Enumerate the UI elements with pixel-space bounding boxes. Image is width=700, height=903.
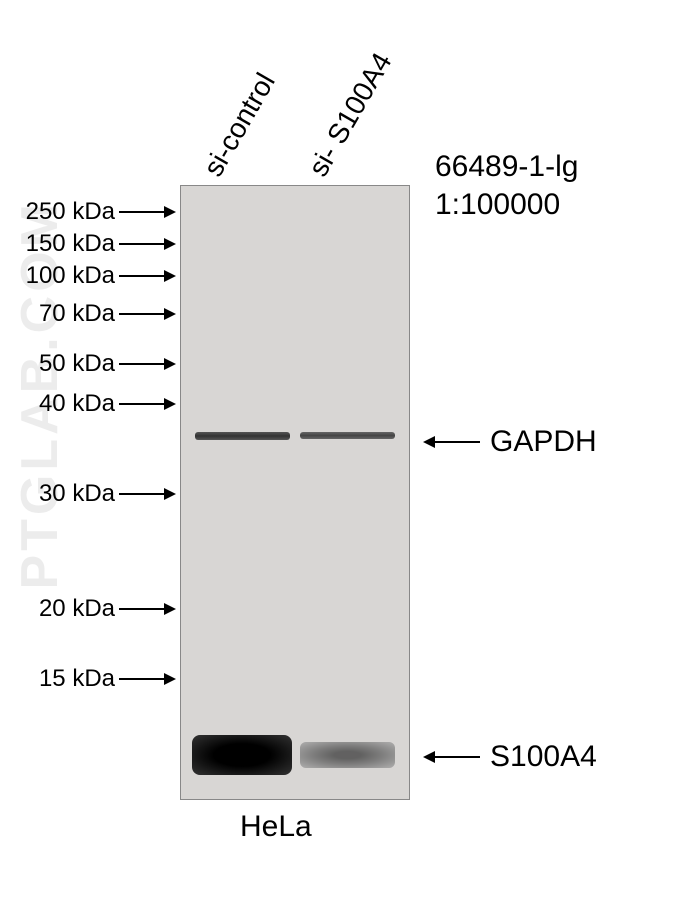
band-s100a4-lane1 xyxy=(192,735,292,775)
marker-arrow-icon xyxy=(119,608,174,610)
marker-row-4: 50 kDa xyxy=(0,350,174,378)
band-arrow-icon xyxy=(425,756,480,758)
marker-label: 70 kDa xyxy=(0,300,115,328)
marker-label: 20 kDa xyxy=(0,595,115,623)
band-label-row-gapdh: GAPDH xyxy=(425,425,597,459)
band-gapdh-lane2 xyxy=(300,432,395,439)
cell-line-label: HeLa xyxy=(240,810,312,844)
marker-arrow-icon xyxy=(119,678,174,680)
band-s100a4-lane2 xyxy=(300,742,395,768)
band-label-row-s100a4: S100A4 xyxy=(425,740,597,774)
marker-label: 15 kDa xyxy=(0,665,115,693)
marker-row-7: 20 kDa xyxy=(0,595,174,623)
lane-label-control: si-control xyxy=(197,68,282,182)
antibody-catalog: 66489-1-lg xyxy=(435,150,578,184)
marker-row-1: 150 kDa xyxy=(0,230,174,258)
marker-arrow-icon xyxy=(119,211,174,213)
marker-arrow-icon xyxy=(119,403,174,405)
marker-row-5: 40 kDa xyxy=(0,390,174,418)
marker-row-0: 250 kDa xyxy=(0,198,174,226)
marker-label: 40 kDa xyxy=(0,390,115,418)
marker-label: 30 kDa xyxy=(0,480,115,508)
marker-label: 150 kDa xyxy=(0,230,115,258)
western-blot-membrane xyxy=(180,185,410,800)
band-gapdh-lane1 xyxy=(195,432,290,440)
marker-row-8: 15 kDa xyxy=(0,665,174,693)
marker-row-3: 70 kDa xyxy=(0,300,174,328)
marker-arrow-icon xyxy=(119,493,174,495)
marker-arrow-icon xyxy=(119,275,174,277)
marker-row-6: 30 kDa xyxy=(0,480,174,508)
marker-label: 50 kDa xyxy=(0,350,115,378)
antibody-info: 66489-1-lg 1:100000 xyxy=(435,150,578,226)
antibody-dilution: 1:100000 xyxy=(435,188,578,222)
marker-arrow-icon xyxy=(119,363,174,365)
marker-row-2: 100 kDa xyxy=(0,262,174,290)
marker-label: 250 kDa xyxy=(0,198,115,226)
band-arrow-icon xyxy=(425,441,480,443)
band-label-text: S100A4 xyxy=(490,740,597,774)
marker-arrow-icon xyxy=(119,243,174,245)
lane-label-treatment: si- S100A4 xyxy=(302,47,398,182)
marker-arrow-icon xyxy=(119,313,174,315)
marker-label: 100 kDa xyxy=(0,262,115,290)
band-label-text: GAPDH xyxy=(490,425,597,459)
